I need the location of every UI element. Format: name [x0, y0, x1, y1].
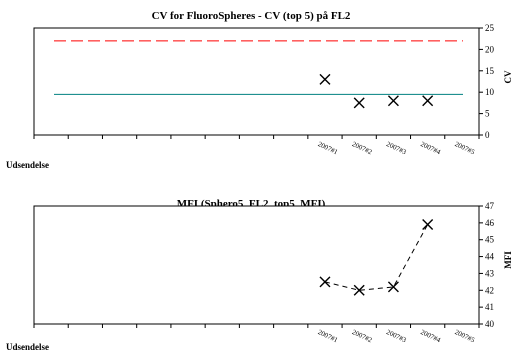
cv-category-label: 2007#2	[351, 140, 374, 156]
cv-data-points	[319, 73, 434, 109]
mfi-y-tick-label: 43	[485, 268, 495, 278]
mfi-chart: MFI (Sphero5_FL2_top5_MFI) 4041424344454…	[6, 198, 513, 352]
mfi-category-label: 2007#5	[454, 328, 477, 344]
mfi-y-axis-label: MFI	[503, 251, 513, 269]
cv-data-point	[387, 95, 399, 107]
mfi-category-label: 2007#3	[385, 328, 408, 344]
cv-data-point	[319, 73, 331, 85]
cv-y-tick-label: 5	[485, 109, 490, 119]
cv-chart: CV for FluoroSpheres - CV (top 5) på FL2…	[6, 10, 513, 170]
mfi-x-axis-label: Udsendelse	[6, 342, 49, 352]
cv-y-tick-label: 25	[485, 23, 495, 33]
mfi-y-tick-label: 46	[485, 218, 495, 228]
cv-category-label: 2007#5	[454, 140, 477, 156]
mfi-category-label: 2007#4	[419, 328, 442, 344]
mfi-y-tick-label: 44	[485, 252, 495, 262]
cv-x-axis: 2007#1 2007#2 2007#3 2007#4 2007#5	[33, 135, 480, 156]
mfi-data-point	[353, 284, 365, 296]
cv-y-tick-label: 20	[485, 44, 495, 54]
mfi-y-tick-label: 41	[485, 302, 494, 312]
cv-category-label: 2007#1	[317, 140, 340, 156]
cv-y-axis-label: CV	[503, 70, 513, 83]
cv-y-tick-label: 10	[485, 87, 495, 97]
mfi-data-point	[422, 219, 434, 231]
mfi-y-tick-label: 47	[485, 201, 495, 211]
cv-x-axis-label: Udsendelse	[6, 160, 49, 170]
cv-category-label: 2007#3	[385, 140, 408, 156]
mfi-x-axis: 2007#1 2007#2 2007#3 2007#4 2007#5	[33, 324, 480, 344]
cv-data-point	[422, 95, 434, 107]
cv-y-tick-label: 15	[485, 66, 495, 76]
mfi-y-tick-label: 42	[485, 285, 494, 295]
mfi-y-tick-label: 45	[485, 235, 495, 245]
mfi-data-points	[319, 219, 434, 296]
mfi-data-point	[387, 281, 399, 293]
cv-chart-title: CV for FluoroSpheres - CV (top 5) på FL2	[152, 10, 351, 22]
mfi-data-point	[319, 276, 331, 288]
cv-plot-area	[33, 27, 480, 136]
cv-y-tick-label: 0	[485, 130, 490, 140]
cv-y-axis: 0 5 10 15 20 25	[479, 23, 495, 140]
cv-category-label: 2007#4	[419, 140, 442, 156]
mfi-y-axis: 40 41 42 43 44 45 46 47	[479, 201, 495, 329]
cv-reference-lines	[54, 40, 463, 95]
mfi-plot-area	[33, 205, 480, 325]
mfi-category-label: 2007#2	[351, 328, 374, 344]
mfi-y-tick-label: 40	[485, 319, 495, 329]
cv-data-point	[353, 97, 365, 109]
mfi-category-label: 2007#1	[317, 328, 340, 344]
